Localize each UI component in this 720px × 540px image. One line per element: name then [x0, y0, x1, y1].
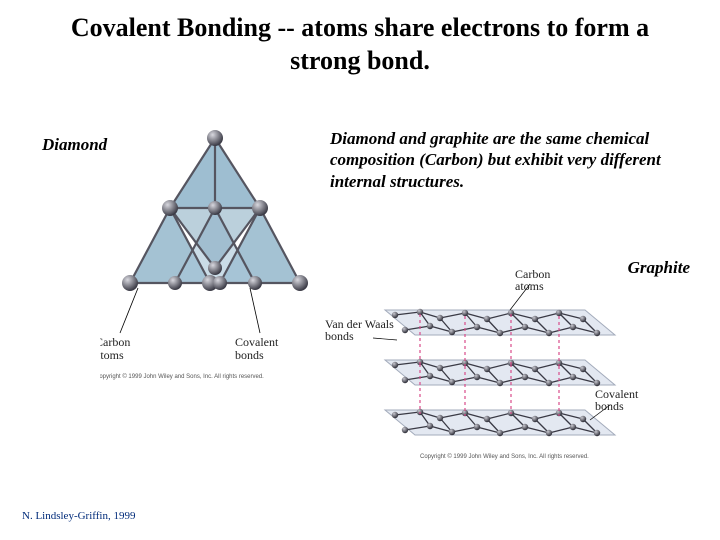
- diamond-label: Diamond: [42, 135, 107, 155]
- graphite-leaders: [373, 284, 610, 420]
- graphite-copyright: Copyright © 1999 John Wiley and Sons, In…: [420, 453, 589, 460]
- page-title: Covalent Bonding -- atoms share electron…: [0, 0, 720, 77]
- graphite-caption-covalent: Covalent bonds: [595, 387, 641, 413]
- diamond-leaders: [120, 288, 260, 333]
- diamond-caption-covalent: Covalent bonds: [235, 335, 281, 362]
- diamond-caption-carbon: Carbon atoms: [100, 335, 133, 362]
- graphite-figure: Carbon atoms Van der Waals bonds Covalen…: [325, 270, 645, 470]
- diamond-figure: Carbon atoms Covalent bonds Copyright © …: [100, 128, 330, 398]
- diamond-copyright: Copyright © 1999 John Wiley and Sons, In…: [100, 373, 264, 380]
- description-text: Diamond and graphite are the same chemic…: [330, 128, 690, 192]
- credit-line: N. Lindsley-Griffin, 1999: [22, 510, 135, 522]
- graphite-caption-carbon: Carbon atoms: [515, 270, 553, 293]
